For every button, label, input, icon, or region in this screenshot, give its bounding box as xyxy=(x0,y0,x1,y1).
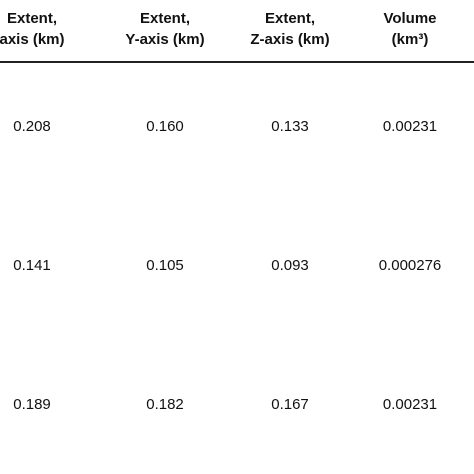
cell: 0.00231 xyxy=(382,118,438,135)
header-line: Extent, xyxy=(6,10,58,27)
cell: 0.160 xyxy=(146,118,184,135)
cell: 0.189 xyxy=(13,396,51,413)
cell: 0.093 xyxy=(271,257,309,274)
header-line: axis (km) xyxy=(0,31,65,48)
cell: 0.167 xyxy=(271,396,309,413)
header-line: Extent, xyxy=(264,10,316,27)
header-rule xyxy=(0,61,474,63)
cell: 0.208 xyxy=(13,118,51,135)
header-line: Y-axis (km) xyxy=(125,31,205,48)
header-cell: Volume (km³) xyxy=(383,8,436,50)
cell: 0.105 xyxy=(146,257,184,274)
cell: 0.000276 xyxy=(378,257,442,274)
cell: 0.141 xyxy=(13,257,51,274)
header-cell: Extent, axis (km) xyxy=(0,8,65,50)
header-line: (km³) xyxy=(391,31,429,48)
header-line: Volume xyxy=(383,10,437,27)
cell: 0.133 xyxy=(271,118,309,135)
cell: 0.00231 xyxy=(382,396,438,413)
cell: 0.182 xyxy=(146,396,184,413)
header-line: Z-axis (km) xyxy=(250,31,330,48)
header-cell: Extent, Y-axis (km) xyxy=(125,8,204,50)
header-line: Extent, xyxy=(139,10,190,27)
header-cell: Extent, Z-axis (km) xyxy=(250,8,329,50)
